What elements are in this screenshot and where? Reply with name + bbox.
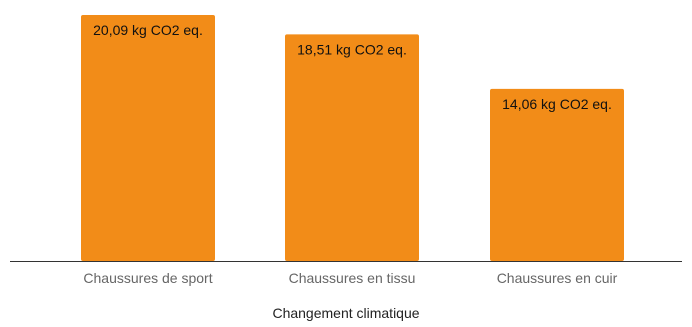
data-label-2: 18,51 kg CO2 eq. [297,41,407,57]
data-labels-layer: 20,09 kg CO2 eq. 18,51 kg CO2 eq. 14,06 kg… [93,22,612,112]
data-label-3: 14,06 kg CO2 eq. [502,96,612,112]
x-tick-label-1: Chaussures de sport [83,270,212,286]
x-tick-labels-layer: Chaussures de sport Chaussures en tissu Ch… [83,270,617,286]
x-tick-label-2: Chaussures en tissu [289,270,416,286]
x-axis-title: Changement climatique [272,305,419,321]
data-label-1: 20,09 kg CO2 eq. [93,22,203,38]
bar-2 [285,34,419,261]
bars-layer [81,15,624,261]
bar-1 [81,15,215,261]
x-tick-label-3: Chaussures en cuir [497,270,618,286]
bar-3 [490,88,624,261]
